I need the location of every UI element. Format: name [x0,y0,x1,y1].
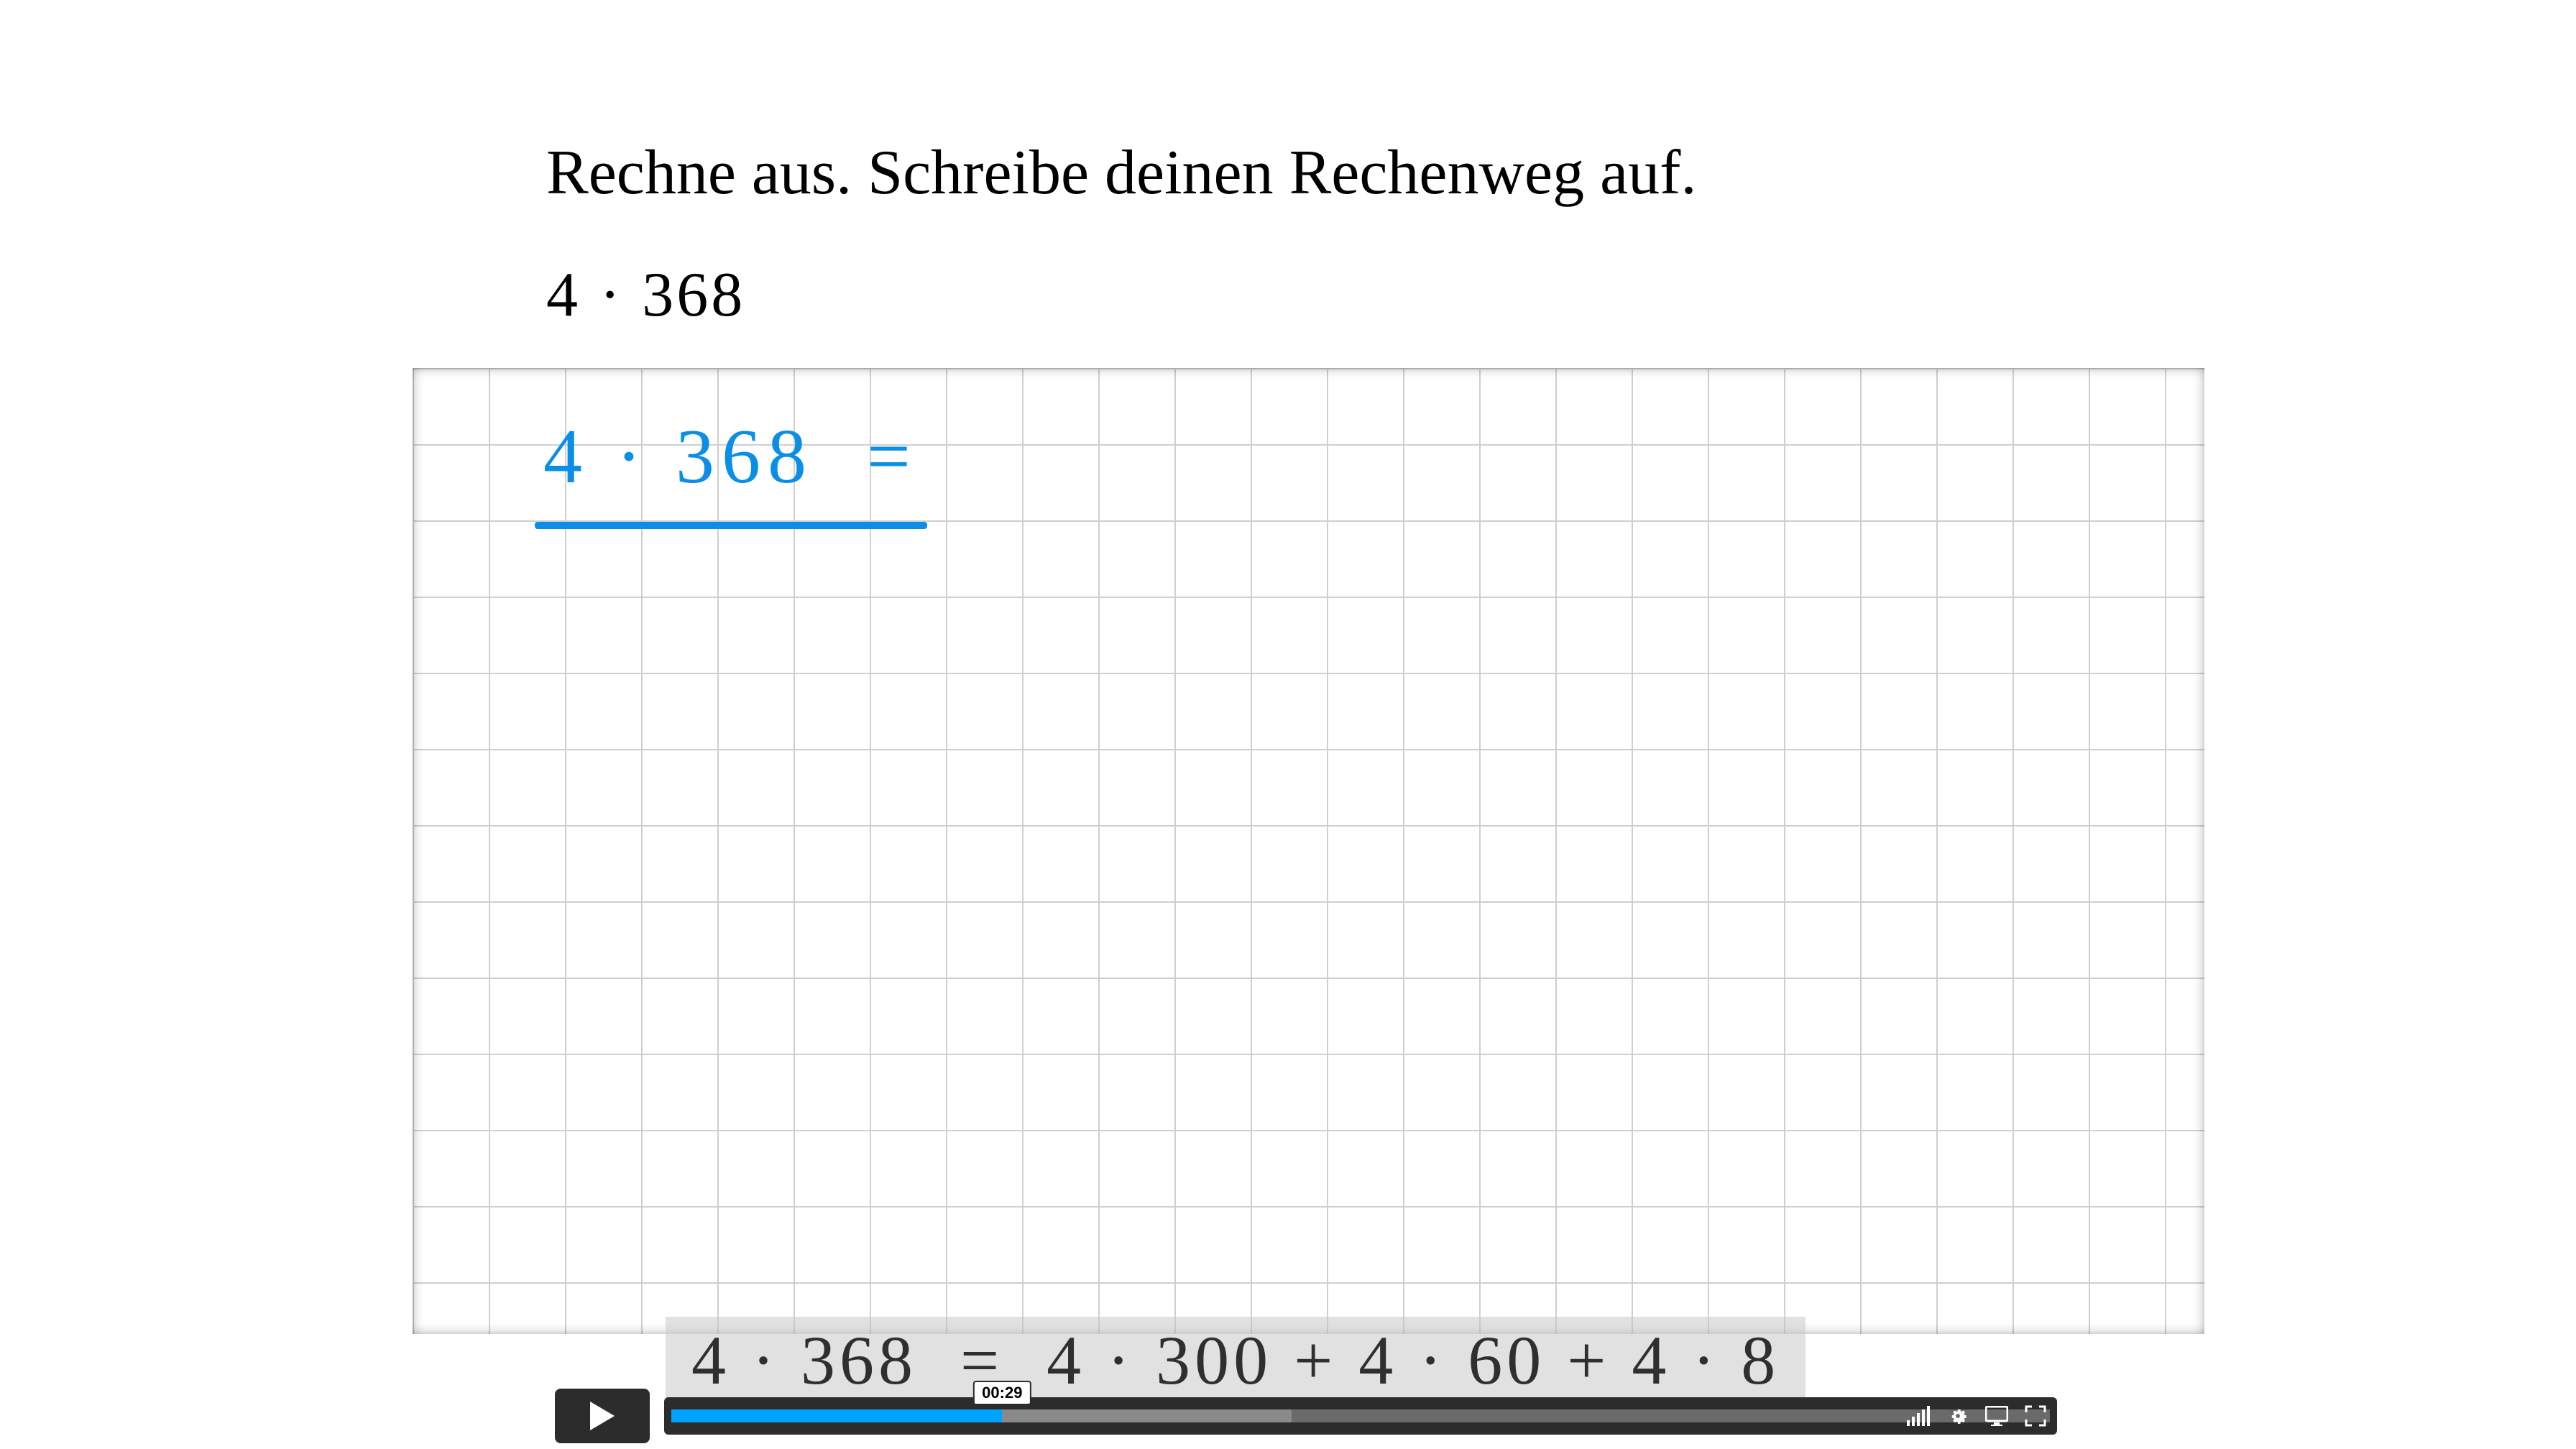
progress-tooltip: 00:29 [973,1381,1031,1405]
fullscreen-button[interactable] [2023,1403,2048,1429]
play-button[interactable] [555,1389,650,1443]
gear-icon [1947,1405,1969,1427]
play-icon [589,1400,616,1432]
fullscreen-icon [2025,1405,2046,1427]
monitor-icon [1985,1406,2008,1426]
problem-text: 4 · 368 [546,259,745,331]
tooltip-time: 00:29 [982,1384,1022,1402]
volume-button[interactable] [1906,1403,1932,1429]
settings-button[interactable] [1945,1403,1971,1429]
grid-paper [413,368,2204,1334]
instruction-text: Rechne aus. Schreibe deinen Rechenweg au… [546,137,1696,209]
handwriting-underline [535,522,927,529]
pip-button[interactable] [1984,1403,2010,1429]
progress-bar-container: 00:29 [664,1397,2057,1435]
progress-played [671,1409,1002,1422]
progress-track[interactable]: 00:29 [671,1409,2050,1422]
handwriting-equation: 4 · 368 = [543,413,918,502]
volume-bars-icon [1907,1406,1931,1426]
player-right-icons [1906,1397,2048,1435]
stage: Rechne aus. Schreibe deinen Rechenweg au… [0,0,2576,1449]
video-player-controls: 00:29 [555,1389,2057,1443]
